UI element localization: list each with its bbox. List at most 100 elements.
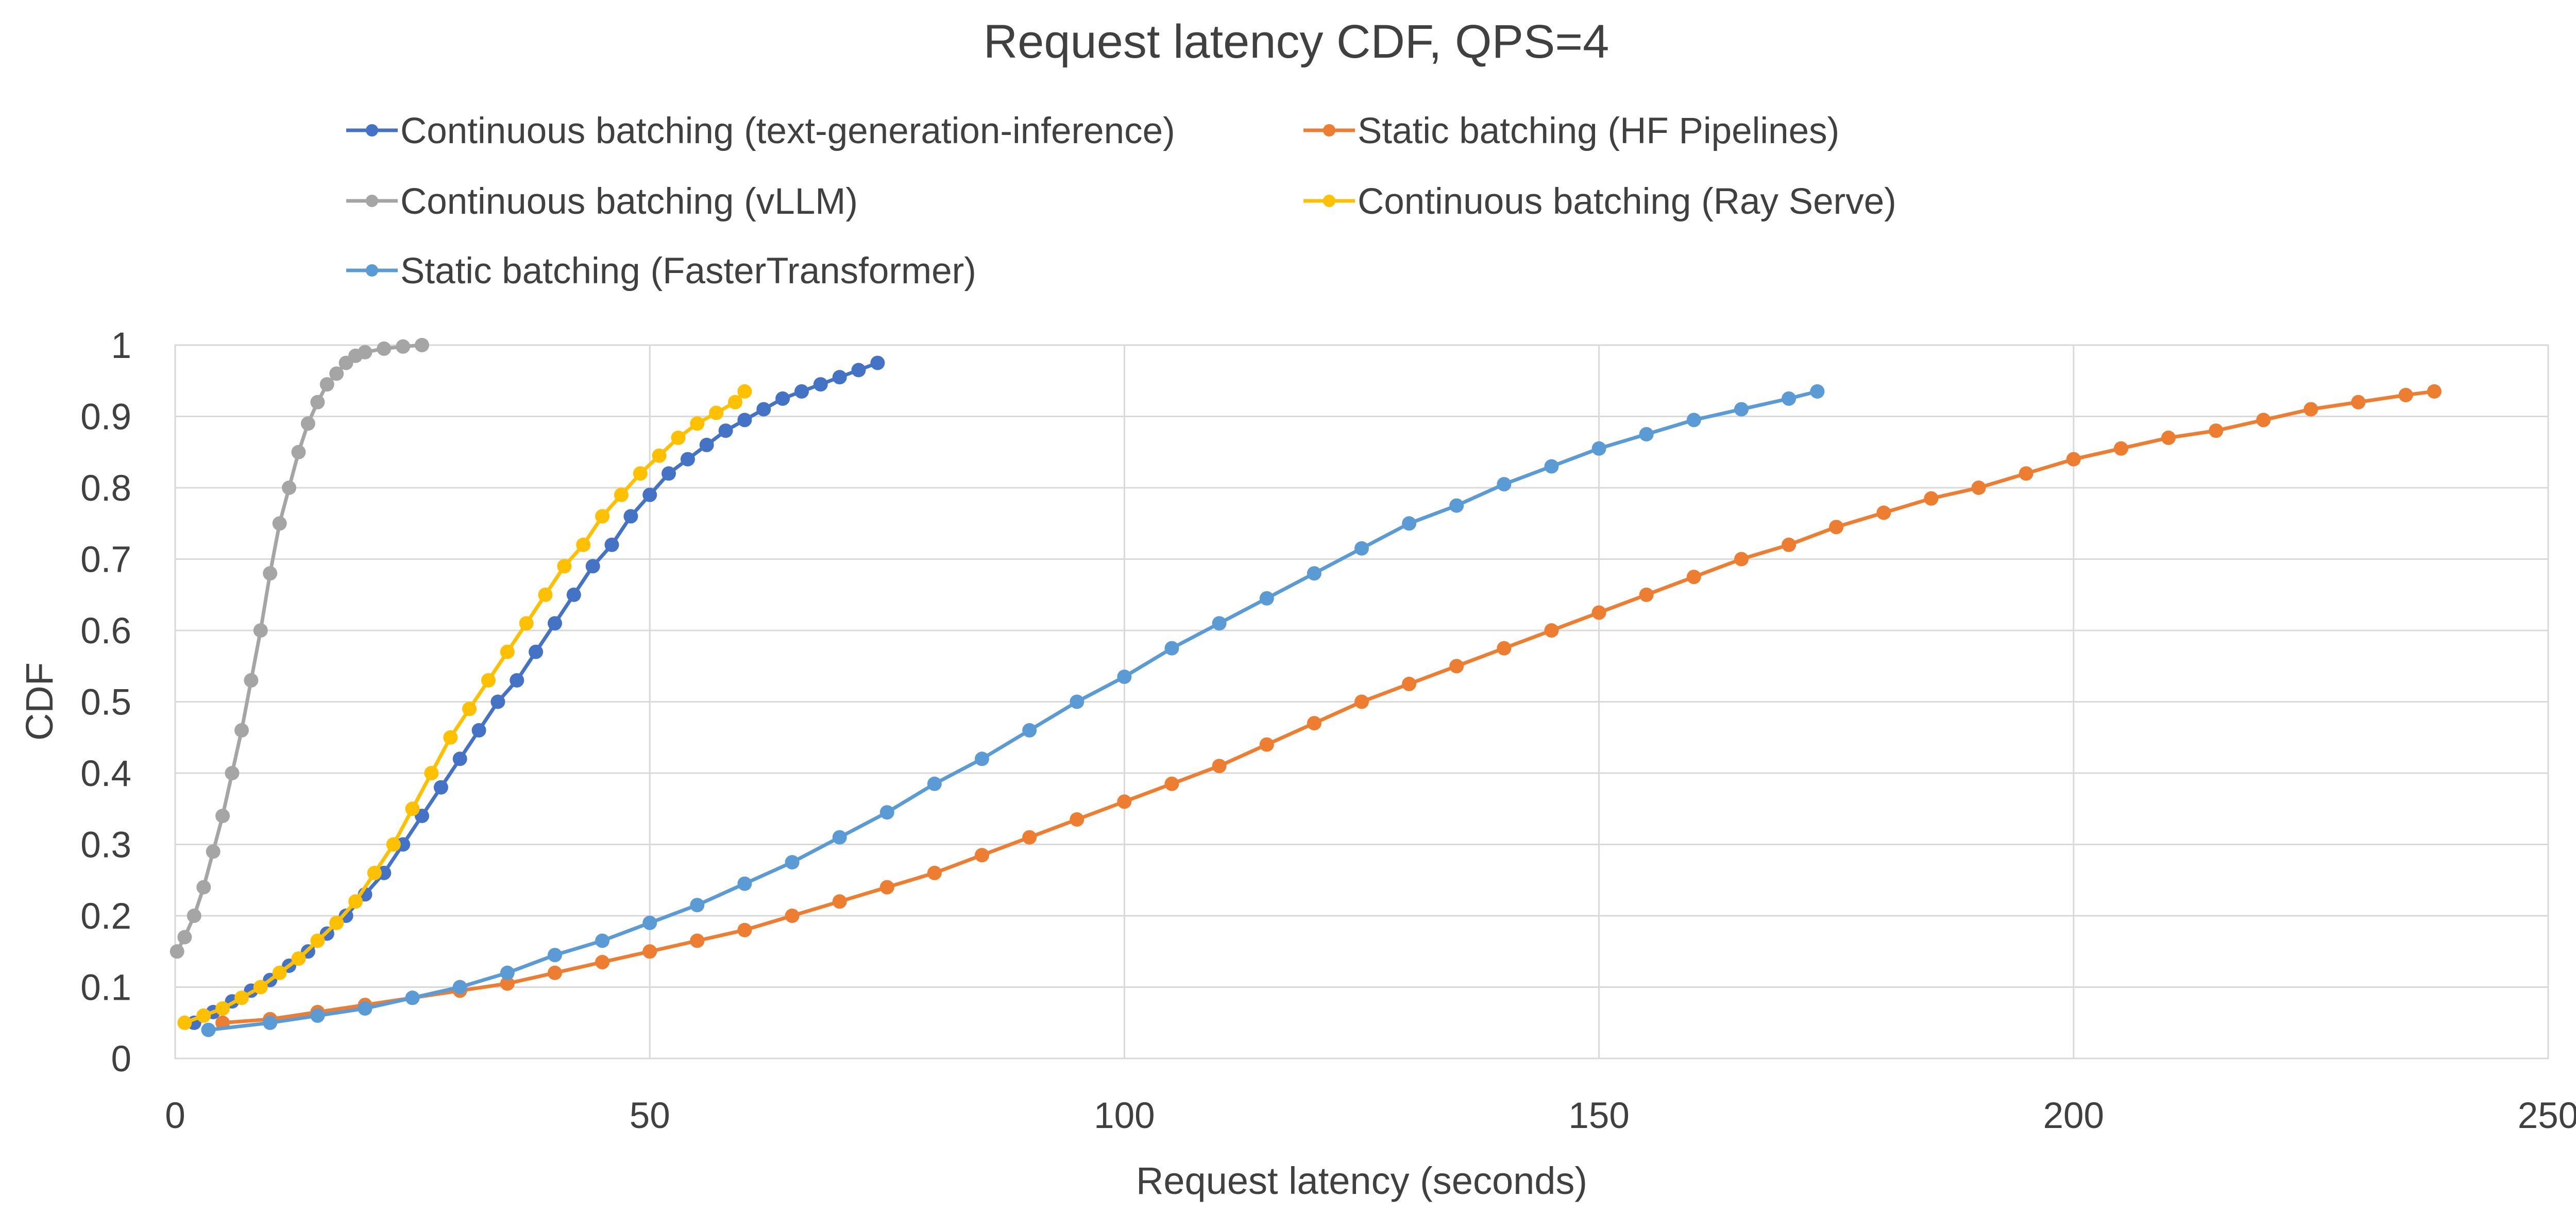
data-point	[737, 413, 752, 428]
series	[201, 384, 1825, 1037]
data-point	[1212, 616, 1227, 631]
data-point	[718, 423, 733, 438]
x-axis-ticks: 0 50 100 150 200 250	[165, 1096, 2576, 1136]
data-point	[1810, 384, 1825, 399]
data-point	[386, 837, 401, 852]
data-point	[2427, 384, 2442, 399]
x-tick-label: 150	[1568, 1096, 1629, 1136]
series	[170, 338, 429, 959]
data-point	[405, 801, 420, 816]
data-point	[1497, 641, 1512, 656]
data-point	[234, 990, 249, 1005]
data-point	[1639, 427, 1654, 442]
data-point	[2161, 431, 2176, 445]
data-point	[927, 776, 942, 791]
x-tick-label: 250	[2518, 1096, 2576, 1136]
data-point	[196, 880, 211, 895]
data-point	[300, 416, 315, 431]
chart-title: Request latency CDF, QPS=4	[984, 15, 1609, 68]
legend-marker	[366, 124, 378, 136]
data-point	[832, 894, 847, 909]
data-point	[1971, 481, 1986, 495]
data-point	[879, 880, 894, 895]
legend-label: Continuous batching (text-generation-inf…	[400, 111, 1175, 151]
data-point	[2351, 395, 2366, 409]
data-point	[690, 933, 705, 948]
data-point	[253, 623, 268, 638]
plot-area	[174, 344, 2549, 1059]
data-point	[1022, 830, 1037, 845]
data-point	[1544, 623, 1559, 638]
y-tick-label: 0.7	[80, 540, 131, 580]
data-point	[775, 391, 790, 406]
data-point	[471, 723, 486, 738]
data-point	[1259, 737, 1274, 752]
data-point	[310, 933, 325, 948]
data-point	[452, 751, 467, 766]
data-point	[662, 466, 676, 481]
data-point	[1449, 498, 1464, 513]
legend-entry: Continuous batching (text-generation-inf…	[346, 111, 1175, 151]
data-point	[1164, 776, 1179, 791]
data-point	[348, 894, 363, 909]
data-point	[642, 915, 657, 930]
series	[177, 384, 752, 1030]
data-point	[1782, 537, 1797, 552]
data-point	[557, 559, 572, 574]
data-point	[272, 965, 287, 980]
data-point	[709, 405, 724, 420]
data-point	[785, 909, 800, 923]
data-point	[652, 448, 667, 463]
data-point	[1307, 716, 1321, 731]
data-point	[462, 702, 477, 716]
y-tick-label: 1	[111, 326, 132, 366]
data-point	[1117, 794, 1132, 809]
data-point	[851, 363, 866, 378]
data-point	[1354, 694, 1369, 709]
data-point	[253, 980, 268, 995]
data-point	[481, 673, 496, 688]
data-point	[1164, 641, 1179, 656]
data-point	[358, 1001, 372, 1016]
data-point	[832, 370, 847, 385]
data-point	[614, 487, 629, 502]
data-point	[415, 338, 429, 352]
data-point	[1070, 812, 1084, 827]
data-point	[319, 377, 334, 392]
data-point	[310, 395, 325, 409]
x-tick-label: 100	[1094, 1096, 1155, 1136]
y-tick-label: 0.6	[80, 611, 131, 652]
legend-marker	[1323, 195, 1335, 207]
data-point	[2113, 441, 2128, 456]
data-point	[813, 377, 828, 392]
data-point	[490, 694, 505, 709]
data-point	[282, 481, 297, 495]
data-point	[1354, 541, 1369, 556]
data-point	[604, 537, 619, 552]
data-point	[170, 944, 184, 959]
data-point	[1686, 413, 1701, 428]
data-point	[1070, 694, 1084, 709]
data-point	[576, 537, 591, 552]
y-tick-label: 0.1	[80, 968, 131, 1008]
data-point	[187, 909, 201, 923]
data-point	[206, 844, 221, 859]
data-point	[358, 345, 372, 360]
y-tick-label: 0.5	[80, 682, 131, 723]
data-point	[595, 509, 610, 524]
data-point	[595, 933, 610, 948]
data-point	[1544, 459, 1559, 474]
data-point	[2303, 402, 2318, 417]
data-point	[832, 830, 847, 845]
data-point	[329, 915, 344, 930]
data-point	[1402, 676, 1417, 691]
data-point	[548, 948, 562, 963]
data-point	[1259, 591, 1274, 606]
data-point	[1591, 605, 1606, 620]
data-point	[785, 855, 800, 870]
data-point	[737, 922, 752, 937]
data-point	[1117, 670, 1132, 684]
data-point	[225, 766, 240, 780]
